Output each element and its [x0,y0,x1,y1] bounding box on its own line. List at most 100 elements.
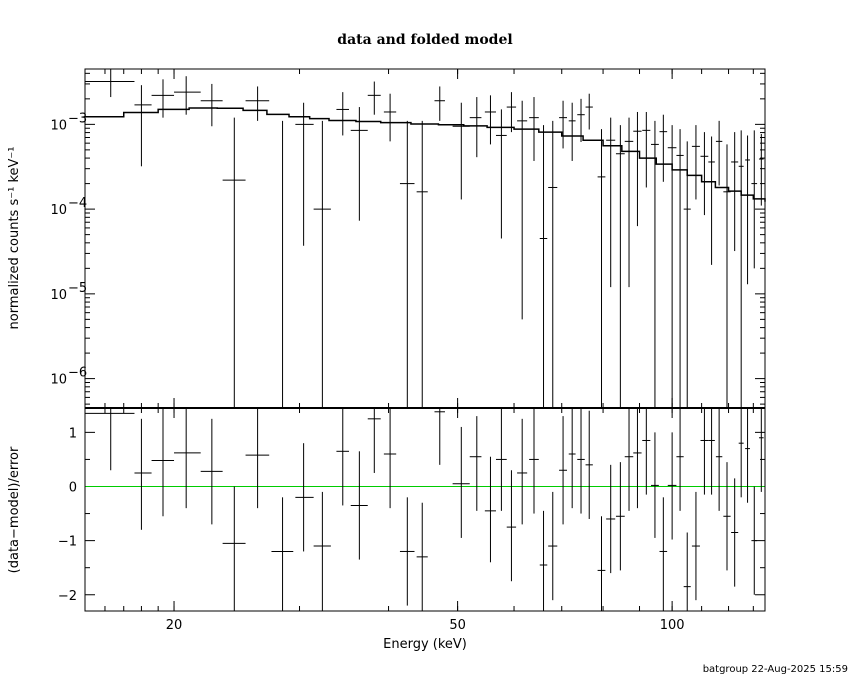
data-point [367,81,381,115]
top-y-tick-labels: 10−310−410−510−6 [50,111,87,387]
top-data-points [85,69,764,409]
bottom-y-tick-labels: 1 0 −1 −2 [58,426,77,603]
residual-point [495,408,507,511]
data-point [659,114,668,182]
bottom-y-tick-label: −1 [58,535,77,550]
data-point [568,102,576,161]
data-point [271,120,294,409]
top-y-tick-label: 10 [50,373,67,388]
residual-point [624,408,634,511]
data-point [336,92,349,136]
data-point [597,129,606,408]
data-point [606,117,616,288]
residual-point [469,416,482,511]
data-point [469,97,482,158]
data-point [222,117,246,408]
data-point [399,120,415,408]
residual-point [751,486,758,595]
folded-model-curve [85,107,766,202]
data-point [484,95,496,145]
residual-point [452,426,470,538]
data-point [295,102,314,246]
residual-point [151,408,175,517]
timestamp-label: batgroup 22-Aug-2025 15:59 [703,664,848,675]
residual-point [700,408,709,495]
x-tick-label: 20 [166,618,183,633]
bottom-y-tick-label: −2 [58,589,77,604]
data-point [151,79,175,118]
data-point [529,97,539,161]
x-tick-label: 50 [449,618,466,633]
data-point [745,135,750,285]
residual-point [222,486,246,611]
model-step-curve [85,107,766,202]
residual-point [200,418,223,525]
residual-point [399,497,415,606]
data-point [683,141,691,408]
data-point [723,144,731,408]
data-point [174,76,201,115]
data-point [708,136,715,265]
top-y-axis-label: normalized counts s⁻¹ keV⁻¹ [7,147,22,330]
data-point [416,120,428,408]
data-point [738,130,744,408]
top-y-tick-label: 10 [50,288,67,303]
residual-point [271,497,294,611]
data-point [731,132,739,252]
bottom-y-tick-label: 1 [69,426,77,441]
residual-point [568,408,576,509]
data-point [495,109,507,239]
residual-point [517,418,528,525]
data-point [434,86,445,121]
data-point [715,120,723,186]
residual-point [559,416,567,525]
top-y-tick-exponent: −5 [68,281,87,296]
data-point [134,85,152,167]
residual-point [715,408,723,511]
residual-point [134,418,152,530]
residual-point [585,410,593,519]
residual-point [745,408,750,503]
residual-point [691,491,700,601]
data-point [383,93,397,142]
residual-point [615,462,625,571]
data-point [517,100,528,320]
residual-point [642,408,651,495]
data-point [585,93,593,130]
bottom-y-axis-label: (data−model)/error [7,446,22,573]
x-axis-label: Energy (keV) [383,637,467,652]
data-point [691,125,700,200]
data-point [751,130,758,269]
top-y-tick-exponent: −6 [68,366,87,381]
residual-point [367,408,381,473]
data-point [642,111,651,188]
data-point [548,120,558,408]
data-point [700,132,709,216]
residual-point [295,443,314,552]
residual-data-points [85,408,764,611]
residual-point [383,408,397,509]
residual-point [577,408,585,514]
residual-point [738,408,744,498]
data-point [200,83,223,127]
data-point [452,102,470,200]
data-point [667,125,677,408]
data-point [758,133,764,206]
residual-point [350,451,368,560]
residual-point [633,408,642,509]
data-point [633,111,642,227]
residual-point [484,456,496,563]
data-point [615,125,625,408]
residual-point [313,491,331,611]
residual-point [548,491,558,601]
data-point [313,120,331,408]
residual-point [434,408,445,465]
residual-point [174,408,201,509]
x-tick-labels: 20 50 100 [166,618,685,633]
residual-point [529,408,539,514]
residual-point [758,408,764,492]
residual-point [336,408,349,506]
residual-point [659,497,668,611]
data-point [245,86,270,121]
